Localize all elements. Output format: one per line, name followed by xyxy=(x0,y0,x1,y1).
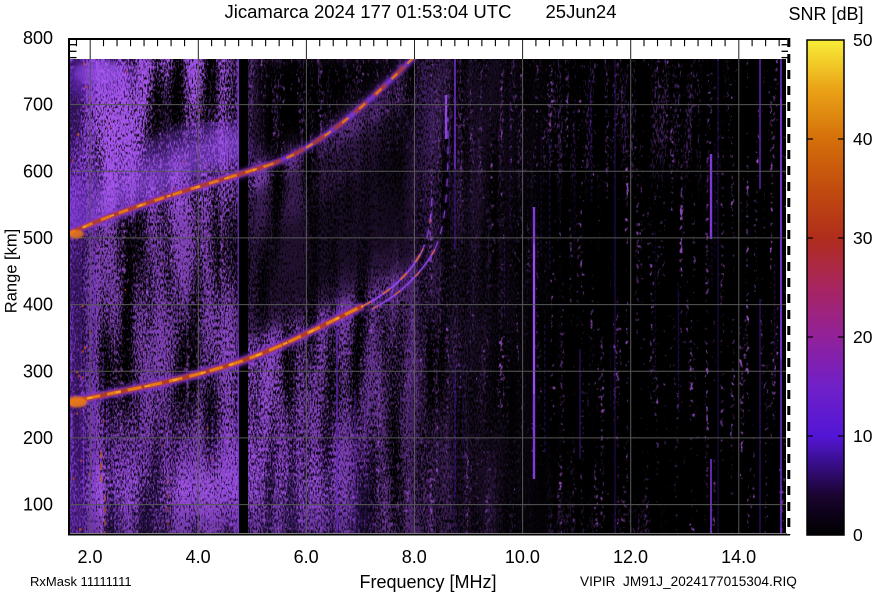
svg-text:600: 600 xyxy=(23,161,53,181)
svg-text:10.0: 10.0 xyxy=(505,547,540,567)
svg-text:0: 0 xyxy=(853,525,863,545)
svg-text:Jicamarca 2024 177 01:53:04 UT: Jicamarca 2024 177 01:53:04 UTC xyxy=(225,1,512,22)
svg-text:400: 400 xyxy=(23,295,53,315)
svg-text:700: 700 xyxy=(23,95,53,115)
svg-text:RxMask 11111111: RxMask 11111111 xyxy=(30,574,132,589)
svg-text:300: 300 xyxy=(23,361,53,381)
svg-text:500: 500 xyxy=(23,228,53,248)
svg-text:25Jun24: 25Jun24 xyxy=(546,1,617,22)
svg-text:100: 100 xyxy=(23,495,53,515)
svg-text:30: 30 xyxy=(853,228,873,248)
svg-text:VIPIR JM91J_2024177015304.RIQ: VIPIR JM91J_2024177015304.RIQ xyxy=(580,574,797,589)
svg-text:12.0: 12.0 xyxy=(613,547,648,567)
svg-text:20: 20 xyxy=(853,327,873,347)
svg-text:4.0: 4.0 xyxy=(186,547,211,567)
svg-text:10: 10 xyxy=(853,426,873,446)
svg-text:SNR [dB]: SNR [dB] xyxy=(788,4,863,24)
svg-text:40: 40 xyxy=(853,129,873,149)
svg-text:6.0: 6.0 xyxy=(294,547,319,567)
svg-text:2.0: 2.0 xyxy=(77,547,102,567)
svg-text:800: 800 xyxy=(23,28,53,48)
svg-text:50: 50 xyxy=(853,30,873,50)
svg-text:14.0: 14.0 xyxy=(721,547,756,567)
svg-text:Frequency [MHz]: Frequency [MHz] xyxy=(359,572,496,592)
svg-text:8.0: 8.0 xyxy=(402,547,427,567)
svg-text:200: 200 xyxy=(23,428,53,448)
svg-text:Range [km]: Range [km] xyxy=(3,229,21,313)
